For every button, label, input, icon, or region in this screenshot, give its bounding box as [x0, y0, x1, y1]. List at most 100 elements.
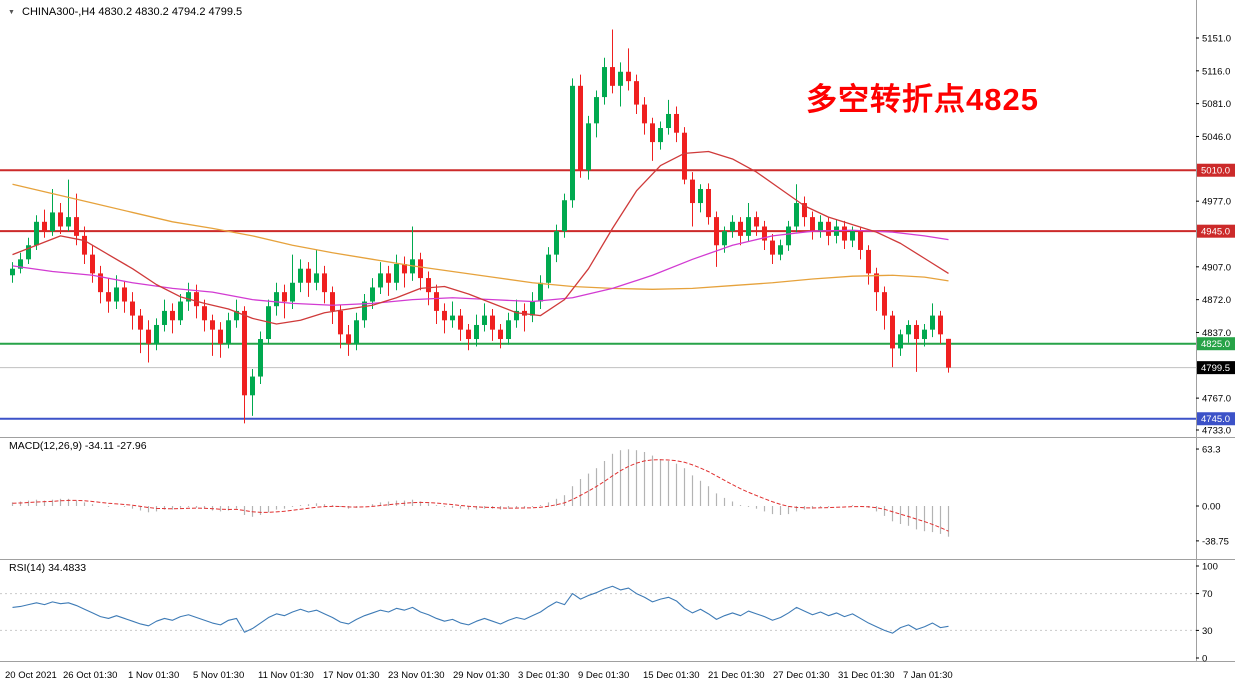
rsi-indicator-label: RSI(14) 34.4833 [9, 562, 87, 574]
candle-body [466, 329, 471, 340]
date-label: 1 Nov 01:30 [128, 670, 179, 681]
candle-body [338, 310, 343, 335]
candle-body [322, 273, 327, 293]
date-label: 3 Dec 01:30 [518, 670, 569, 681]
candle-body [914, 324, 919, 340]
candle-body [642, 104, 647, 124]
candle-body [530, 301, 535, 316]
date-label: 9 Dec 01:30 [578, 670, 629, 681]
date-label: 11 Nov 01:30 [258, 670, 314, 681]
candle-body [378, 273, 383, 288]
price-level-label-bg [1197, 163, 1235, 177]
candle-body [618, 71, 623, 86]
annotation-text: 多空转折点4825 [806, 82, 1039, 117]
candle-body [386, 273, 391, 283]
date-label: 17 Nov 01:30 [323, 670, 380, 681]
price-level-label: 4799.5 [1201, 363, 1230, 374]
candle-body [842, 226, 847, 241]
candle-body [314, 273, 319, 283]
candle-body [506, 320, 511, 340]
macd-tick-label: 63.3 [1202, 445, 1221, 456]
price-level-label-bg [1197, 224, 1235, 238]
ma-slow-orange-line [12, 183, 949, 290]
candle-body [802, 203, 807, 218]
candle-body [354, 320, 359, 344]
candle-body [170, 310, 175, 321]
candle-body [26, 245, 31, 260]
price-level-label: 4945.0 [1201, 227, 1230, 238]
candle-body [482, 315, 487, 325]
candle-body [194, 292, 199, 307]
candle-body [714, 217, 719, 246]
candle-body [490, 315, 495, 330]
candle-body [458, 315, 463, 330]
candle-body [514, 310, 519, 321]
candle-body [66, 217, 71, 227]
price-tick-label: 4767.0 [1202, 394, 1231, 405]
candle-body [498, 329, 503, 340]
chart-marker-icon: ▼ [8, 9, 15, 16]
candle-body [546, 254, 551, 283]
candle-body [578, 85, 583, 171]
date-label: 20 Oct 2021 [5, 670, 57, 681]
candle-body [34, 221, 39, 246]
candle-body [186, 292, 191, 302]
candle-body [122, 287, 127, 302]
candle-body [634, 81, 639, 105]
date-label: 27 Dec 01:30 [773, 670, 830, 681]
candle-body [282, 292, 287, 302]
rsi-tick-label: 30 [1202, 626, 1213, 637]
candle-body [738, 221, 743, 236]
price-tick-label: 4907.0 [1202, 262, 1231, 273]
date-label: 7 Jan 01:30 [903, 670, 953, 681]
rsi-tick-label: 70 [1202, 589, 1213, 600]
candle-body [210, 320, 215, 330]
ma-mid-magenta-line [12, 229, 949, 306]
candle-body [82, 235, 87, 255]
date-label: 15 Dec 01:30 [643, 670, 700, 681]
candle-body [906, 324, 911, 335]
price-level-label: 4745.0 [1201, 414, 1230, 425]
candle-body [58, 212, 63, 227]
price-tick-label: 5151.0 [1202, 34, 1231, 45]
candle-body [922, 329, 927, 340]
candle-body [42, 221, 47, 232]
macd-tick-label: -38.75 [1202, 536, 1229, 547]
candle-body [242, 310, 247, 396]
candle-body [866, 249, 871, 274]
candle-body [330, 292, 335, 311]
candle-body [98, 273, 103, 293]
candle-body [930, 315, 935, 330]
candle-body [858, 231, 863, 250]
candle-body [594, 97, 599, 124]
date-label: 23 Nov 01:30 [388, 670, 445, 681]
candle-body [794, 203, 799, 227]
candle-body [938, 315, 943, 335]
price-tick-label: 4977.0 [1202, 197, 1231, 208]
candle-body [162, 310, 167, 325]
candle-body [346, 334, 351, 344]
candle-body [146, 329, 151, 344]
candle-body [778, 245, 783, 255]
rsi-tick-label: 100 [1202, 562, 1218, 573]
date-label: 26 Oct 01:30 [63, 670, 117, 681]
date-label: 29 Nov 01:30 [453, 670, 510, 681]
candle-body [946, 338, 951, 368]
candle-body [74, 217, 79, 236]
candle-body [610, 67, 615, 86]
price-level-label-bg [1197, 337, 1235, 351]
candle-body [274, 292, 279, 307]
candle-body [306, 268, 311, 283]
price-tick-label: 5116.0 [1202, 66, 1230, 77]
price-tick-label: 4733.0 [1202, 426, 1231, 437]
candle-body [770, 240, 775, 255]
candle-body [138, 315, 143, 330]
candle-body [90, 254, 95, 274]
candle-body [602, 67, 607, 98]
ma-fast-red-line [12, 150, 949, 325]
candle-body [746, 217, 751, 236]
candle-body [698, 188, 703, 204]
candle-body [762, 226, 767, 241]
